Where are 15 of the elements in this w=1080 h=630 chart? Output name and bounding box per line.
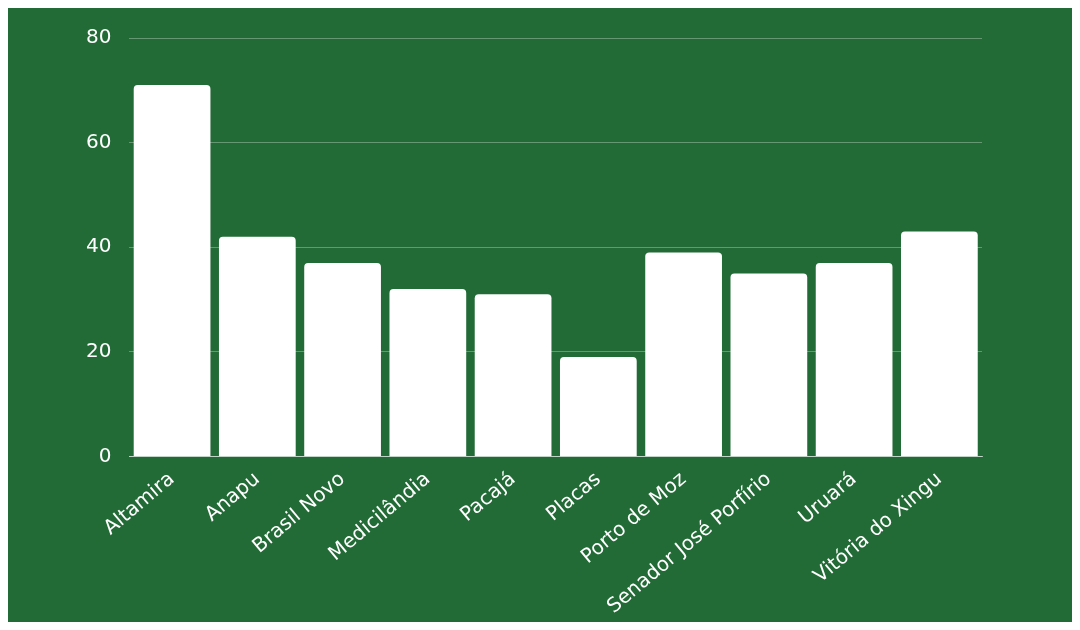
- y-tick-label: 60: [86, 128, 112, 153]
- y-tick-label: 0: [98, 442, 112, 467]
- bar: [218, 236, 296, 457]
- bar: [474, 294, 552, 457]
- bar: [645, 252, 722, 457]
- bar: [304, 262, 381, 457]
- y-tick-label: 20: [86, 338, 112, 363]
- bar: [133, 85, 211, 457]
- bar: [815, 262, 893, 457]
- bar: [901, 231, 978, 457]
- bar: [389, 289, 467, 457]
- bar: [559, 357, 637, 457]
- bar: [730, 273, 808, 457]
- y-tick-label: 40: [86, 233, 112, 258]
- y-tick-label: 80: [86, 24, 112, 49]
